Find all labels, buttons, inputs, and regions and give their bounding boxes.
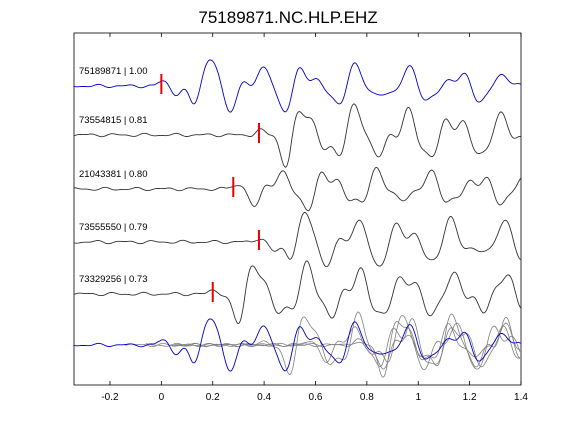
trace-line <box>73 103 522 168</box>
overlay-trace <box>171 313 521 378</box>
x-tick-label: 1.2 <box>463 392 477 403</box>
trace-label: 73555550 | 0.79 <box>79 222 148 233</box>
trace-label: 21043381 | 0.80 <box>79 169 148 180</box>
trace-line <box>73 59 522 113</box>
trace-label: 75189871 | 1.00 <box>79 66 148 77</box>
x-tick-label: -0.2 <box>101 392 119 403</box>
x-tick-label: 0.8 <box>360 392 374 403</box>
trace-line <box>73 260 522 325</box>
x-tick-label: 0 <box>159 392 165 403</box>
trace-group: 75189871 | 1.00 73554815 | 0.81 21043381 |… <box>73 59 522 378</box>
x-tick-label: 1.4 <box>514 392 528 403</box>
overlay-reference-trace <box>73 318 522 372</box>
x-tick-label: 0.2 <box>206 392 220 403</box>
overlay-trace <box>171 315 521 371</box>
x-axis: -0.2 0 0.2 0.4 0.6 0.8 1 1.2 1.4 <box>101 33 528 403</box>
x-tick-label: 1 <box>415 392 421 403</box>
chart-title: 75189871.NC.HLP.EHZ <box>198 8 377 27</box>
overlay-trace <box>125 311 521 376</box>
trace-label: 73329256 | 0.73 <box>79 274 148 285</box>
trace-label: 73554815 | 0.81 <box>79 115 148 126</box>
x-tick-label: 0.4 <box>257 392 271 403</box>
overlay-trace <box>145 322 521 368</box>
trace-line <box>73 166 522 212</box>
x-tick-label: 0.6 <box>309 392 323 403</box>
trace-line <box>73 212 522 268</box>
plot-frame <box>73 32 522 386</box>
